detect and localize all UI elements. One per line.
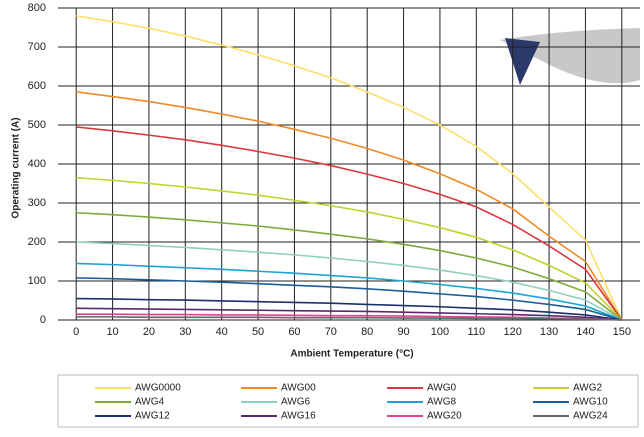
x-axis-title: Ambient Temperature (°C) [290,349,413,360]
x-tick-label: 90 [397,326,409,338]
series-line [76,211,623,321]
series-line [76,262,623,321]
x-tick-label: 120 [504,326,522,338]
y-tick-label: 600 [28,80,46,92]
y-tick-label: 0 [40,314,46,326]
x-tick-label: 130 [540,326,558,338]
plane-tail [505,38,540,85]
y-tick-label: 200 [28,236,46,248]
y-tick-label: 300 [28,197,46,209]
y-tick-label: 100 [28,275,46,287]
x-tick-label: 80 [361,326,373,338]
series-line [76,241,623,321]
legend-label: AWG8 [427,397,457,408]
x-tick-label: 60 [288,326,300,338]
x-tick-label: 50 [252,326,264,338]
legend-label: AWG16 [281,411,316,422]
series-line [76,15,623,321]
series-line [76,297,622,321]
y-tick-label: 800 [28,2,46,14]
legend-label: AWG20 [427,411,462,422]
series-line [76,307,622,321]
y-tick-label: 500 [28,119,46,131]
y-tick-label: 400 [28,158,46,170]
legend-label: AWG4 [135,397,165,408]
series-line [76,277,623,321]
legend-label: AWG6 [281,397,311,408]
legend-box [57,374,639,428]
x-tick-label: 100 [431,326,449,338]
x-tick-label: 30 [179,326,191,338]
legend-label: AWG0000 [135,383,181,394]
legend-label: AWG10 [573,397,608,408]
legend-label: AWG24 [573,411,608,422]
legend-label: AWG0 [427,383,457,394]
x-tick-label: 150 [613,326,631,338]
y-tick-label: 700 [28,41,46,53]
series-line [76,176,623,321]
x-tick-label: 140 [576,326,594,338]
series-line [76,316,622,321]
series-line [76,126,623,321]
x-tick-label: 0 [73,326,79,338]
legend-label: AWG2 [573,383,603,394]
x-tick-label: 110 [468,326,486,338]
x-tick-label: 40 [216,326,228,338]
y-axis-title: Operating current (A) [11,117,22,218]
x-tick-label: 10 [106,326,118,338]
series-line [76,91,623,321]
legend-label: AWG12 [135,411,170,422]
series-line [76,313,622,321]
x-tick-label: 70 [325,326,337,338]
x-tick-label: 20 [143,326,155,338]
legend-label: AWG00 [281,383,316,394]
